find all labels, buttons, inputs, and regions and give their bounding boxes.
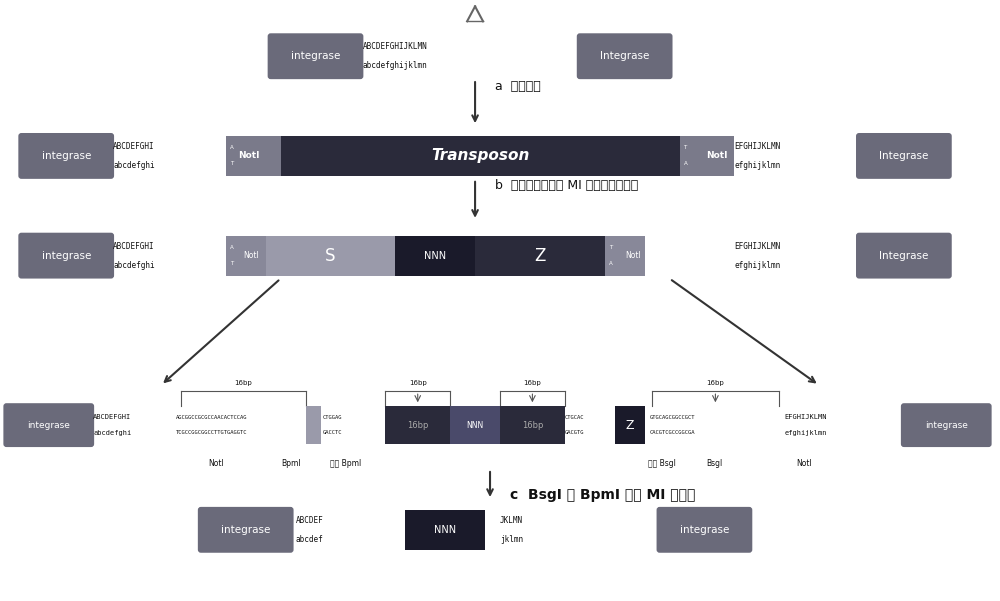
Text: Transposon: Transposon <box>431 148 529 163</box>
Text: abcdefghi: abcdefghi <box>113 261 155 270</box>
Text: NotI: NotI <box>208 459 224 468</box>
Bar <box>405 510 485 550</box>
Text: NNN: NNN <box>466 421 484 430</box>
Text: NNN: NNN <box>424 251 446 261</box>
Text: integrase: integrase <box>42 151 91 161</box>
Text: ABCDEFGHI: ABCDEFGHI <box>93 414 131 420</box>
Text: BpmI: BpmI <box>281 459 300 468</box>
FancyBboxPatch shape <box>657 507 752 553</box>
Bar <box>266 236 395 276</box>
Bar <box>450 406 500 444</box>
Text: a  转座反应: a 转座反应 <box>495 80 541 93</box>
Bar <box>680 136 734 176</box>
Text: T: T <box>230 261 233 266</box>
Text: EFGHIJKLMN: EFGHIJKLMN <box>734 142 781 151</box>
Text: ABCDEF: ABCDEF <box>296 516 323 525</box>
Bar <box>475 236 605 276</box>
Text: GTGCAGCGGCCGCT: GTGCAGCGGCCGCT <box>650 415 695 420</box>
Text: Integrase: Integrase <box>879 151 929 161</box>
FancyBboxPatch shape <box>856 133 952 179</box>
Text: abcdef: abcdef <box>296 535 323 544</box>
Text: efghijklmn: efghijklmn <box>734 261 781 270</box>
Bar <box>226 136 281 176</box>
Bar <box>605 236 645 276</box>
Text: abcdefghijklmn: abcdefghijklmn <box>362 61 427 70</box>
FancyBboxPatch shape <box>268 33 363 79</box>
Text: EFGHIJKLMN: EFGHIJKLMN <box>734 242 781 251</box>
Bar <box>281 136 680 176</box>
Text: GACCTC: GACCTC <box>322 430 342 435</box>
Text: integrase: integrase <box>291 51 340 61</box>
Text: integrase: integrase <box>27 421 70 430</box>
Text: 16bp: 16bp <box>234 380 252 386</box>
Text: A: A <box>609 261 612 266</box>
Text: NotI: NotI <box>706 151 727 160</box>
Text: GACGTG: GACGTG <box>565 430 584 435</box>
Text: EFGHIJKLMN: EFGHIJKLMN <box>784 414 827 420</box>
Text: AGCGGCCGCGCCAACACTCCAG: AGCGGCCGCGCCAACACTCCAG <box>176 415 247 420</box>
Bar <box>226 236 266 276</box>
Text: 固定 BpmI: 固定 BpmI <box>330 459 362 468</box>
Text: CTGCAC: CTGCAC <box>565 415 584 420</box>
Text: integrase: integrase <box>680 525 729 535</box>
Text: integrase: integrase <box>42 251 91 261</box>
FancyBboxPatch shape <box>856 233 952 279</box>
Bar <box>385 406 450 444</box>
Text: CTGGAG: CTGGAG <box>322 415 342 420</box>
Text: NotI: NotI <box>625 251 641 260</box>
FancyBboxPatch shape <box>3 403 94 447</box>
Text: 16bp: 16bp <box>524 380 541 386</box>
Text: 16bp: 16bp <box>409 380 427 386</box>
Text: Integrase: Integrase <box>879 251 929 261</box>
Text: Integrase: Integrase <box>600 51 649 61</box>
FancyBboxPatch shape <box>198 507 294 553</box>
Text: 16bp: 16bp <box>522 421 543 430</box>
FancyBboxPatch shape <box>18 133 114 179</box>
Text: BsgI: BsgI <box>706 459 723 468</box>
Text: jklmn: jklmn <box>500 535 523 544</box>
Text: A: A <box>683 162 687 166</box>
Text: abcdefghi: abcdefghi <box>93 430 131 436</box>
Text: 16bp: 16bp <box>407 421 428 430</box>
Text: abcdefghi: abcdefghi <box>113 161 155 170</box>
Bar <box>395 236 475 276</box>
Text: integrase: integrase <box>221 525 270 535</box>
Text: JKLMN: JKLMN <box>500 516 523 525</box>
Bar <box>615 406 645 444</box>
Text: efghijklmn: efghijklmn <box>734 161 781 170</box>
Text: integrase: integrase <box>925 421 968 430</box>
Text: CACGTCGCCGGCGA: CACGTCGCCGGCGA <box>650 430 695 435</box>
Text: NotI: NotI <box>243 251 259 260</box>
Text: NotI: NotI <box>796 459 812 468</box>
Text: NNN: NNN <box>434 525 456 535</box>
Text: 固定 BsgI: 固定 BsgI <box>648 459 675 468</box>
Text: S: S <box>325 246 336 264</box>
Bar <box>500 406 565 444</box>
Text: Z: Z <box>534 246 546 264</box>
Text: ABCDEFGHI: ABCDEFGHI <box>113 242 155 251</box>
Text: A: A <box>230 245 234 250</box>
Text: T: T <box>683 145 687 150</box>
Text: TCGCCGGCGGCCTTGTGAGGTC: TCGCCGGCGGCCTTGTGAGGTC <box>176 430 247 435</box>
Text: 16bp: 16bp <box>707 380 724 386</box>
Text: efghijklmn: efghijklmn <box>784 430 827 436</box>
Text: ABCDEFGHIJKLMN: ABCDEFGHIJKLMN <box>362 42 427 51</box>
Text: T: T <box>609 245 612 250</box>
FancyBboxPatch shape <box>901 403 992 447</box>
Bar <box>306 406 320 444</box>
FancyBboxPatch shape <box>18 233 114 279</box>
Text: c  BsgI 及 BpmI 去除 MI 左右臂: c BsgI 及 BpmI 去除 MI 左右臂 <box>510 488 695 502</box>
Text: A: A <box>230 145 234 150</box>
Text: Z: Z <box>625 419 634 432</box>
Text: NotI: NotI <box>238 151 259 160</box>
FancyBboxPatch shape <box>577 33 673 79</box>
Text: ABCDEFGHI: ABCDEFGHI <box>113 142 155 151</box>
Text: T: T <box>230 162 233 166</box>
Text: b  去除转座子，以 MI 片段取代转座子: b 去除转座子，以 MI 片段取代转座子 <box>495 179 638 192</box>
